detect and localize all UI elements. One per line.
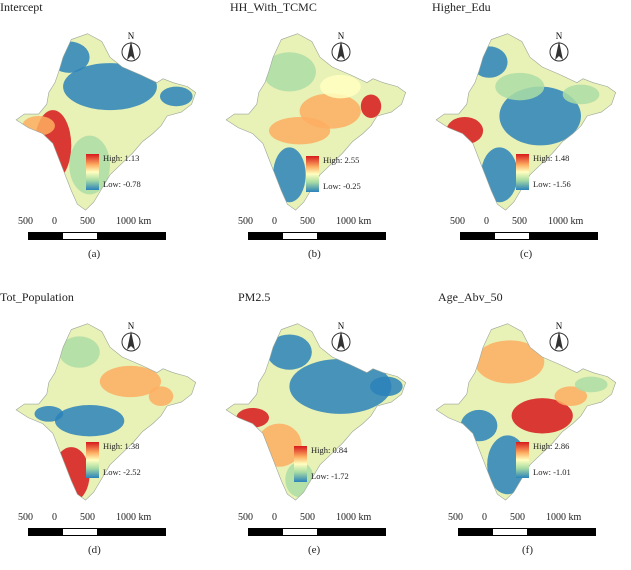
north-arrow-icon: N <box>544 320 574 354</box>
india-map-higher-edu <box>435 33 617 211</box>
legend: High: 2.55 Low: -0.25 <box>306 155 396 196</box>
color-ramp <box>86 442 99 478</box>
panel-label: (a) <box>88 248 101 260</box>
scale-bar: 500 0 500 1000 km <box>448 512 608 542</box>
map-panel-higher-edu: Higher_Edu N High: 1.48 Low: -1.56 500 0… <box>420 0 630 280</box>
scale-bar: 500 0 500 1000 km <box>238 512 398 542</box>
color-ramp <box>516 154 529 190</box>
legend-high: High: 2.86 <box>533 441 570 451</box>
color-ramp <box>294 446 307 482</box>
scale-bar: 500 0 500 1000 km <box>238 216 398 246</box>
map-panel-pm25: PM2.5 N High: 0.84 Low: -1.72 500 0 500 … <box>210 290 420 570</box>
scale-bar: 500 0 500 1000 km <box>450 216 610 246</box>
legend-low: Low: -1.72 <box>311 471 349 481</box>
panel-title: Tot_Population <box>0 290 74 304</box>
north-arrow-icon: N <box>116 320 146 354</box>
map-panel-hh-with-tcmc: HH_With_TCMC N High: 2.55 Low: -0.25 500… <box>210 0 420 280</box>
panel-label: (c) <box>520 248 533 260</box>
panel-title: Age_Abv_50 <box>438 290 503 304</box>
india-map-age-abv-50 <box>435 323 617 501</box>
india-map-intercept <box>15 33 197 211</box>
svg-text:N: N <box>128 321 135 331</box>
svg-text:N: N <box>556 321 563 331</box>
svg-text:N: N <box>556 31 563 41</box>
panel-title: Intercept <box>0 0 43 14</box>
svg-text:N: N <box>338 31 345 41</box>
legend-high: High: 2.55 <box>323 155 360 165</box>
panel-label: (e) <box>308 544 321 556</box>
legend: High: 0.84 Low: -1.72 <box>294 445 384 486</box>
panel-label: (b) <box>308 248 321 260</box>
north-arrow-icon: N <box>326 30 356 64</box>
legend: High: 1.38 Low: -2.52 <box>86 441 176 482</box>
map-panel-tot-population: Tot_Population N High: 1.38 Low: -2.52 5… <box>0 290 210 570</box>
legend-high: High: 1.38 <box>103 441 140 451</box>
legend-high: High: 1.48 <box>533 153 570 163</box>
panel-title: PM2.5 <box>238 290 271 304</box>
panel-title: HH_With_TCMC <box>230 0 317 14</box>
legend-low: Low: -0.25 <box>323 181 361 191</box>
legend-low: Low: -1.01 <box>533 467 571 477</box>
svg-text:N: N <box>128 31 135 41</box>
panel-label: (d) <box>88 544 101 556</box>
india-map-tot-population <box>15 323 197 501</box>
legend-high: High: 1.13 <box>103 153 140 163</box>
legend-low: Low: -0.78 <box>103 179 141 189</box>
color-ramp <box>306 156 319 192</box>
india-map-hh-with-tcmc <box>225 33 407 211</box>
scale-bar: 500 0 500 1000 km <box>18 216 178 246</box>
scale-bar: 500 0 500 1000 km <box>18 512 178 542</box>
legend-low: Low: -1.56 <box>533 179 571 189</box>
legend-low: Low: -2.52 <box>103 467 141 477</box>
legend-high: High: 0.84 <box>311 445 348 455</box>
color-ramp <box>86 154 99 190</box>
legend: High: 1.13 Low: -0.78 <box>86 153 176 194</box>
panel-title: Higher_Edu <box>432 0 491 14</box>
svg-text:N: N <box>338 321 345 331</box>
north-arrow-icon: N <box>326 320 356 354</box>
india-map-pm25 <box>225 323 407 501</box>
legend: High: 2.86 Low: -1.01 <box>516 441 606 482</box>
map-panel-age-abv-50: Age_Abv_50 N High: 2.86 Low: -1.01 500 0… <box>420 290 630 570</box>
north-arrow-icon: N <box>544 30 574 64</box>
legend: High: 1.48 Low: -1.56 <box>516 153 606 194</box>
north-arrow-icon: N <box>116 30 146 64</box>
panel-label: (f) <box>522 544 533 556</box>
map-panel-intercept: Intercept N High: 1.13 Low: -0.78 500 0 … <box>0 0 210 280</box>
color-ramp <box>516 442 529 478</box>
